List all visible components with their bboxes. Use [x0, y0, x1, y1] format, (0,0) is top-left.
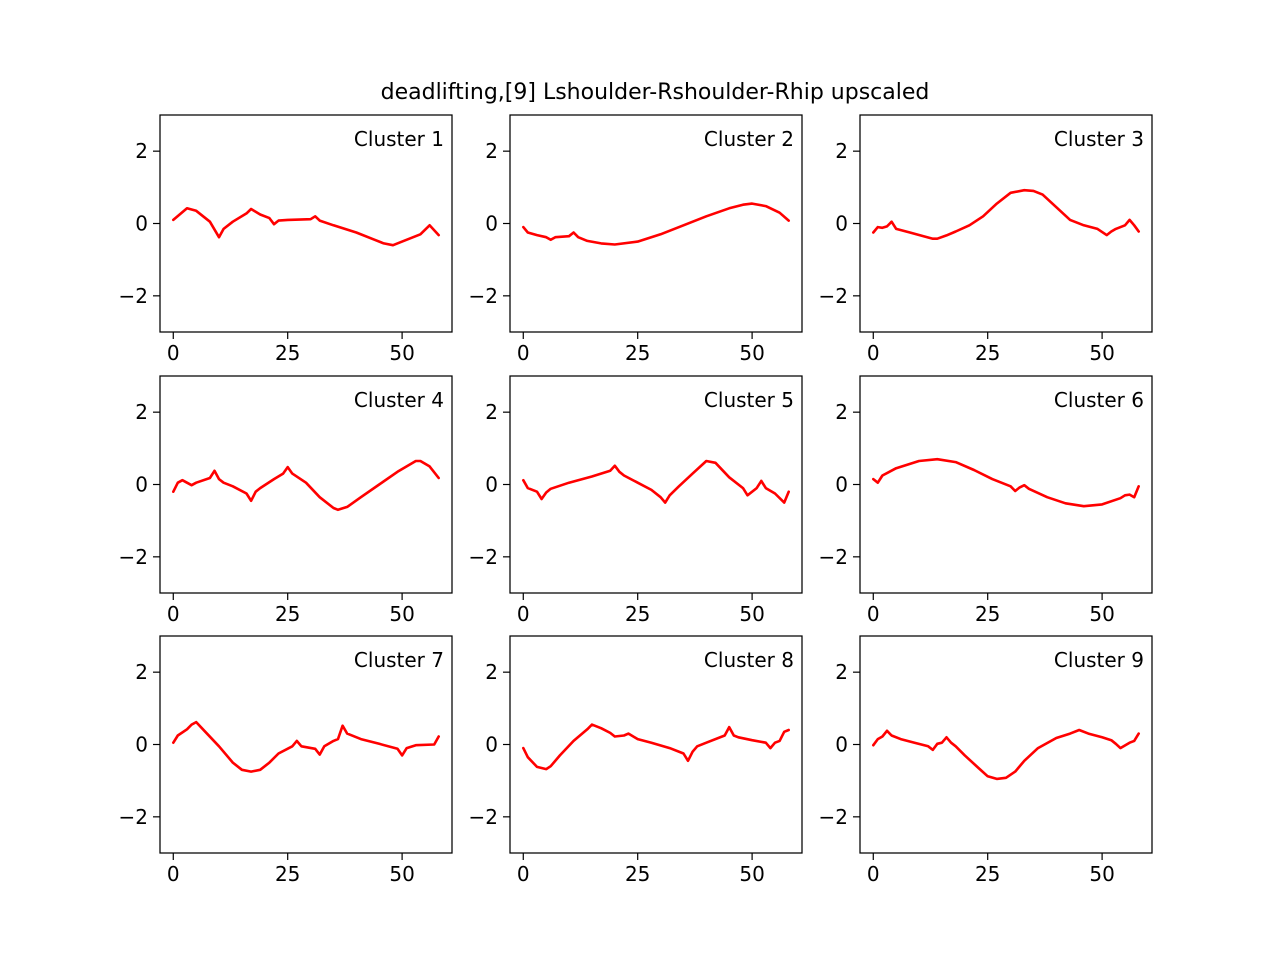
subplot-grid: 0 25 50 2 0 −2 Cluster 1 0 25 50 2 0 −2 Cluster 2 0 25 5… — [119, 114, 1153, 886]
subplot-6: 0 25 50 2 0 −2 Cluster 6 — [819, 375, 1153, 626]
x-tick-label: 0 — [867, 341, 880, 365]
x-tick-label: 50 — [739, 341, 764, 365]
series-line-cluster-7 — [172, 720, 440, 773]
cluster-label: Cluster 4 — [354, 388, 444, 412]
cluster-label: Cluster 7 — [354, 648, 444, 672]
series-line-cluster-1 — [172, 207, 440, 247]
series-line-cluster-5 — [522, 459, 790, 504]
subplot-7: 0 25 50 2 0 −2 Cluster 7 — [119, 635, 453, 886]
y-tick-label: −2 — [469, 805, 498, 829]
y-tick-label: 0 — [135, 473, 148, 497]
y-tick-label: 0 — [835, 473, 848, 497]
x-tick-label: 50 — [739, 862, 764, 886]
y-tick-label: −2 — [819, 284, 848, 308]
series-line-cluster-3 — [872, 188, 1140, 240]
cluster-label: Cluster 9 — [1054, 648, 1144, 672]
x-tick-label: 0 — [517, 341, 530, 365]
cluster-label: Cluster 6 — [1054, 388, 1144, 412]
x-tick-label: 50 — [1089, 602, 1114, 626]
x-tick-label: 50 — [389, 862, 414, 886]
y-tick-label: 0 — [135, 212, 148, 236]
y-tick-label: 2 — [485, 660, 498, 684]
x-tick-label: 25 — [625, 862, 650, 886]
subplot-3: 0 25 50 2 0 −2 Cluster 3 — [819, 114, 1153, 365]
y-tick-label: 2 — [135, 400, 148, 424]
x-tick-label: 0 — [167, 341, 180, 365]
y-tick-label: 2 — [135, 660, 148, 684]
subplot-1: 0 25 50 2 0 −2 Cluster 1 — [119, 114, 453, 365]
y-tick-label: 2 — [835, 400, 848, 424]
x-tick-label: 25 — [975, 862, 1000, 886]
cluster-label: Cluster 3 — [1054, 127, 1144, 151]
series-line-cluster-8 — [522, 723, 790, 771]
x-tick-label: 25 — [625, 341, 650, 365]
y-tick-label: 0 — [835, 212, 848, 236]
series-line-cluster-2 — [522, 202, 790, 246]
subplot-5: 0 25 50 2 0 −2 Cluster 5 — [469, 375, 803, 626]
y-tick-label: 0 — [485, 473, 498, 497]
y-tick-label: 0 — [485, 733, 498, 757]
y-tick-label: −2 — [119, 284, 148, 308]
y-tick-label: −2 — [119, 805, 148, 829]
y-tick-label: −2 — [469, 284, 498, 308]
series-line-cluster-4 — [172, 459, 440, 512]
y-tick-label: −2 — [819, 805, 848, 829]
subplot-4: 0 25 50 2 0 −2 Cluster 4 — [119, 375, 453, 626]
x-tick-label: 0 — [517, 862, 530, 886]
y-tick-label: −2 — [119, 545, 148, 569]
y-tick-label: 0 — [135, 733, 148, 757]
x-tick-label: 25 — [275, 862, 300, 886]
y-tick-label: 2 — [835, 139, 848, 163]
subplot-9: 0 25 50 2 0 −2 Cluster 9 — [819, 635, 1153, 886]
y-tick-label: 2 — [135, 139, 148, 163]
y-tick-label: 2 — [485, 400, 498, 424]
x-tick-label: 50 — [389, 602, 414, 626]
x-tick-label: 25 — [975, 602, 1000, 626]
x-tick-label: 25 — [275, 341, 300, 365]
series-line-cluster-6 — [872, 457, 1140, 508]
x-tick-label: 50 — [1089, 341, 1114, 365]
x-tick-label: 0 — [167, 602, 180, 626]
x-tick-label: 50 — [389, 341, 414, 365]
y-tick-label: −2 — [819, 545, 848, 569]
cluster-label: Cluster 5 — [704, 388, 794, 412]
series-line-cluster-9 — [872, 728, 1140, 781]
subplot-8: 0 25 50 2 0 −2 Cluster 8 — [469, 635, 803, 886]
cluster-label: Cluster 1 — [354, 127, 444, 151]
x-tick-label: 0 — [167, 862, 180, 886]
chart-title: deadlifting,[9] Lshoulder-Rshoulder-Rhip… — [381, 80, 930, 105]
x-tick-label: 25 — [275, 602, 300, 626]
x-tick-label: 25 — [625, 602, 650, 626]
y-tick-label: 2 — [835, 660, 848, 684]
subplot-2: 0 25 50 2 0 −2 Cluster 2 — [469, 114, 803, 365]
y-tick-label: 0 — [485, 212, 498, 236]
cluster-label: Cluster 8 — [704, 648, 794, 672]
x-tick-label: 0 — [867, 602, 880, 626]
x-tick-label: 0 — [517, 602, 530, 626]
x-tick-label: 50 — [739, 602, 764, 626]
x-tick-label: 0 — [867, 862, 880, 886]
y-tick-label: 2 — [485, 139, 498, 163]
cluster-label: Cluster 2 — [704, 127, 794, 151]
y-tick-label: −2 — [469, 545, 498, 569]
x-tick-label: 25 — [975, 341, 1000, 365]
x-tick-label: 50 — [1089, 862, 1114, 886]
y-tick-label: 0 — [835, 733, 848, 757]
